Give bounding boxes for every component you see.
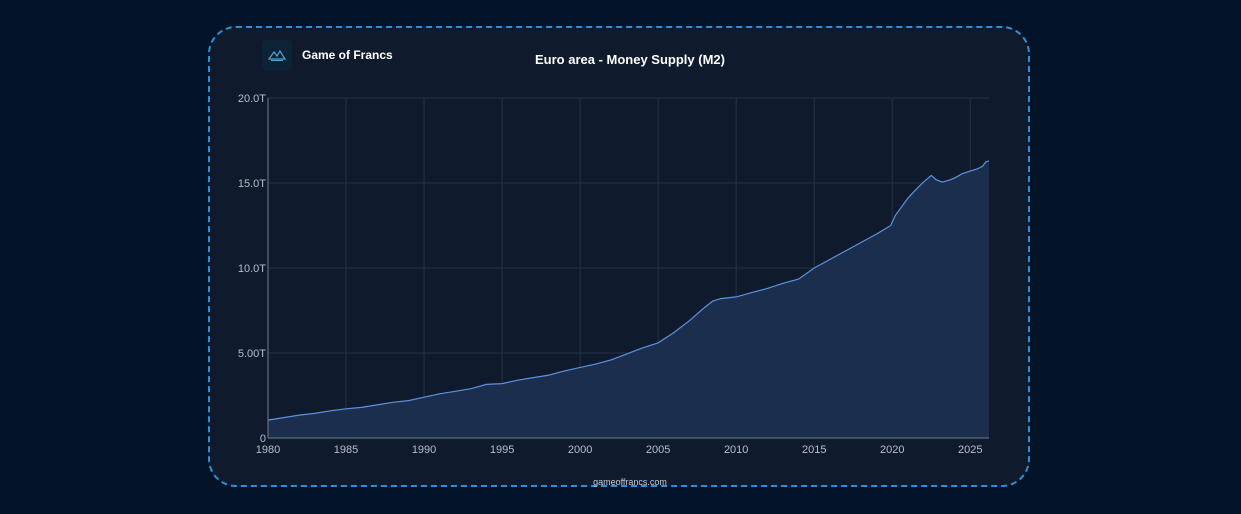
- y-tick-label: 15.0T: [238, 178, 266, 190]
- brand[interactable]: Game of Francs: [262, 40, 393, 70]
- mountain-icon: [262, 40, 292, 70]
- x-tick-label: 2010: [724, 444, 748, 456]
- footer-site: gameoffrancs.com: [593, 477, 667, 487]
- series-area: [268, 160, 989, 438]
- x-tick-label: 1985: [334, 444, 358, 456]
- x-tick-label: 1995: [490, 444, 514, 456]
- y-tick-label: 0: [260, 433, 266, 445]
- y-tick-label: 20.0T: [238, 93, 266, 105]
- x-tick-label: 2005: [646, 444, 670, 456]
- x-tick-label: 1990: [412, 444, 436, 456]
- x-tick-label: 2015: [802, 444, 826, 456]
- x-tick-label: 1980: [256, 444, 280, 456]
- x-tick-label: 2000: [568, 444, 592, 456]
- y-tick-label: 10.0T: [238, 263, 266, 275]
- chart-title: Euro area - Money Supply (M2): [535, 52, 725, 67]
- series-line: [267, 160, 990, 421]
- brand-name: Game of Francs: [302, 48, 393, 62]
- y-tick-label: 5.00T: [238, 348, 266, 360]
- x-tick-label: 2025: [958, 444, 982, 456]
- x-tick-label: 2020: [880, 444, 904, 456]
